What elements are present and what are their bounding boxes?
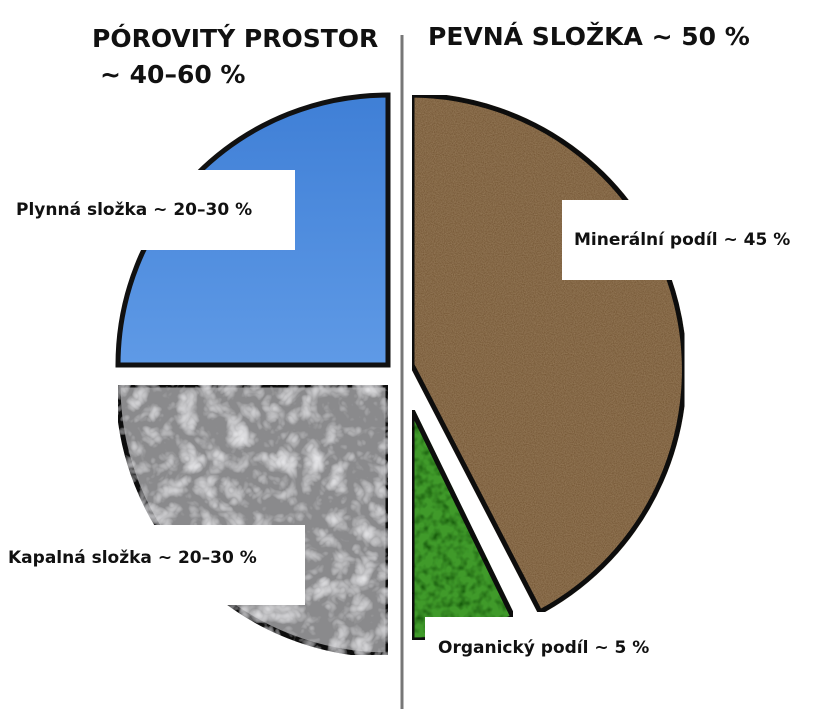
segment-label: Organický podíl ~ 5 % bbox=[438, 638, 649, 658]
segment-label: Plynná složka ~ 20–30 % bbox=[16, 200, 252, 220]
segment-label: Minerální podíl ~ 45 % bbox=[574, 230, 790, 250]
liquid-segment bbox=[115, 382, 391, 658]
heading-right: PEVNÁ SLOŽKA ~ 50 % bbox=[428, 22, 750, 51]
heading-left-share: ~ 40–60 % bbox=[100, 60, 245, 89]
label-box bbox=[562, 200, 821, 280]
label-box bbox=[0, 525, 305, 605]
label-box bbox=[0, 170, 295, 250]
segment-label: Kapalná složka ~ 20–30 % bbox=[8, 548, 257, 568]
heading-left: PÓROVITÝ PROSTOR bbox=[92, 23, 378, 53]
label-box bbox=[425, 617, 690, 679]
